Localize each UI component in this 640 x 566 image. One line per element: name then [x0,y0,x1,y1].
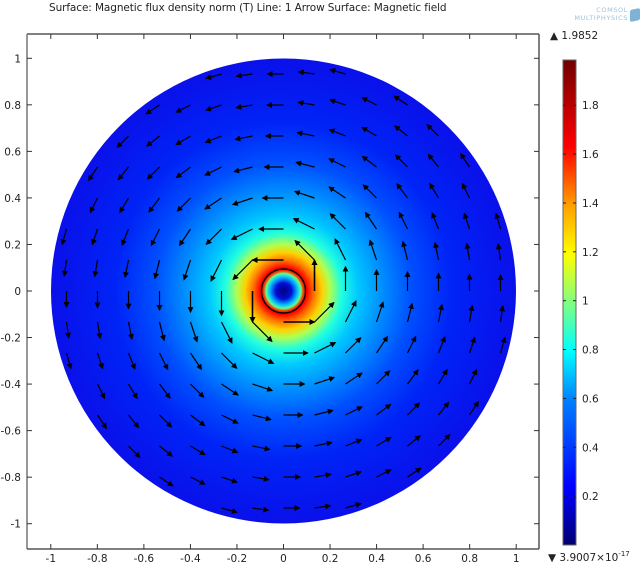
colorbar-tick-label: 1.8 [582,100,599,112]
y-tick-label: 0.8 [4,100,21,112]
x-tick-label: -0.4 [180,553,201,565]
colorbar-max-value: 1.9852 [561,30,599,42]
y-tick-label: 1 [14,53,21,65]
logo-line2: MULTIPHYSICS [574,14,628,22]
colorbar-tick-label: 1 [582,296,589,308]
y-tick-label: -0.8 [1,472,22,484]
field-surface-disk [51,58,516,524]
x-tick-label: -0.8 [87,553,108,565]
colorbar-tick-label: 1.2 [582,247,599,259]
y-axis-ticks: 1 0.8 0.6 0.4 0.2 0 -0.2 -0.4 -0.6 -0.8 -1 [1,53,539,531]
colorbar-tick-label: 0.8 [582,345,599,357]
colorbar-tick-label: 1.4 [582,198,599,210]
x-tick-label: 0.8 [461,553,478,565]
x-tick-label: 0.4 [368,553,385,565]
colorbar-ticks: 0.2 0.4 0.6 0.8 1 1.2 1.4 1.6 1.8 [563,100,599,503]
logo-line1: COMSOL [596,6,628,14]
x-tick-label: 0 [280,553,287,565]
arrow-field [60,68,507,514]
x-tick-label: -1 [46,553,56,565]
y-tick-label: -0.4 [1,379,22,391]
y-tick-label: 0.6 [4,146,21,158]
min-marker-icon: ▼ [548,552,557,564]
x-axis-ticks: -1 -0.8 -0.6 -0.4 -0.2 0 0.2 0.4 0.6 0.8 1 [46,34,520,565]
y-tick-label: -0.2 [1,333,22,345]
colorbar-tick-label: 0.4 [582,442,599,454]
colorbar-min: ▼ 3.9007×10-17 [548,550,630,564]
plot-title: Surface: Magnetic flux density norm (T) … [49,2,447,14]
x-tick-label: 1 [513,553,520,565]
conductor-boundary-line [260,268,307,314]
max-marker-icon: ▲ [550,30,559,42]
x-tick-label: 0.6 [415,553,432,565]
comsol-logo: COMSOL MULTIPHYSICS [574,5,640,27]
x-tick-label: -0.2 [227,553,248,565]
colorbar-max: ▲ 1.9852 [550,30,598,42]
y-tick-label: 0.4 [4,193,21,205]
y-tick-label: 0 [14,286,21,298]
colorbar-min-exponent: -17 [618,550,630,558]
colorbar-min-value: 3.9007×10 [559,552,619,564]
colorbar-tick-label: 0.2 [582,491,599,503]
colorbar-tick-label: 0.6 [582,393,599,405]
x-tick-label: -0.6 [134,553,155,565]
colorbar [562,59,577,546]
x-tick-label: 0.2 [322,553,339,565]
y-tick-label: -0.6 [1,426,22,438]
colorbar-tick-label: 1.6 [582,149,599,161]
y-tick-label: 0.2 [4,239,21,251]
y-tick-label: -1 [11,519,21,531]
